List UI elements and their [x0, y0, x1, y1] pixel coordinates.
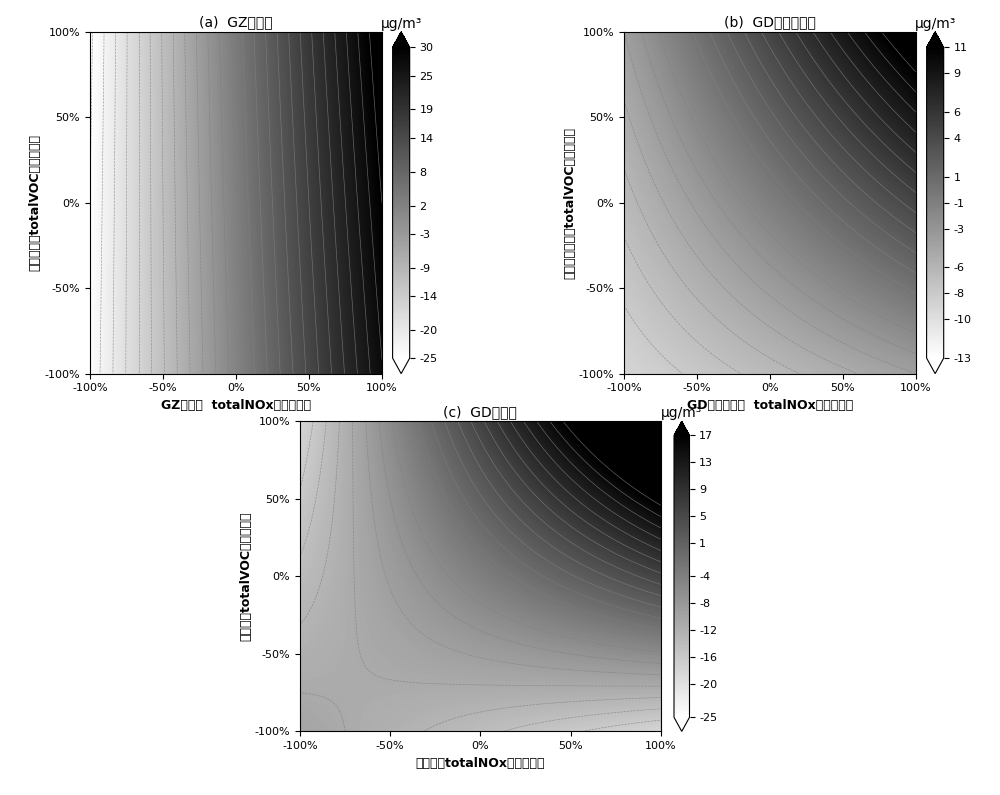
- Title: (c)  GD省省外: (c) GD省省外: [443, 405, 517, 419]
- PathPatch shape: [927, 358, 944, 374]
- Y-axis label: 其他省亿totalVOC排放的变化: 其他省亿totalVOC排放的变化: [239, 512, 252, 641]
- Title: μg/m³: μg/m³: [661, 406, 702, 421]
- Y-axis label: 广州省其他城市totalVOC排放的变化: 广州省其他城市totalVOC排放的变化: [563, 126, 576, 279]
- Title: μg/m³: μg/m³: [380, 17, 422, 31]
- Title: μg/m³: μg/m³: [914, 17, 956, 31]
- X-axis label: 其他省份totalNOx排放的变化: 其他省份totalNOx排放的变化: [416, 757, 545, 770]
- PathPatch shape: [927, 32, 944, 48]
- X-axis label: GD省其他城市  totalNOx排放的变化: GD省其他城市 totalNOx排放的变化: [687, 399, 853, 412]
- PathPatch shape: [393, 32, 410, 48]
- PathPatch shape: [393, 358, 410, 374]
- X-axis label: GZ市本地  totalNOx排放的变化: GZ市本地 totalNOx排放的变化: [161, 399, 311, 412]
- PathPatch shape: [674, 717, 690, 731]
- Title: (b)  GD省其他城市: (b) GD省其他城市: [724, 15, 816, 29]
- Title: (a)  GZ市本地: (a) GZ市本地: [199, 15, 273, 29]
- Y-axis label: 广州市本地totalVOC排放的变化: 广州市本地totalVOC排放的变化: [29, 134, 42, 271]
- PathPatch shape: [674, 421, 690, 436]
